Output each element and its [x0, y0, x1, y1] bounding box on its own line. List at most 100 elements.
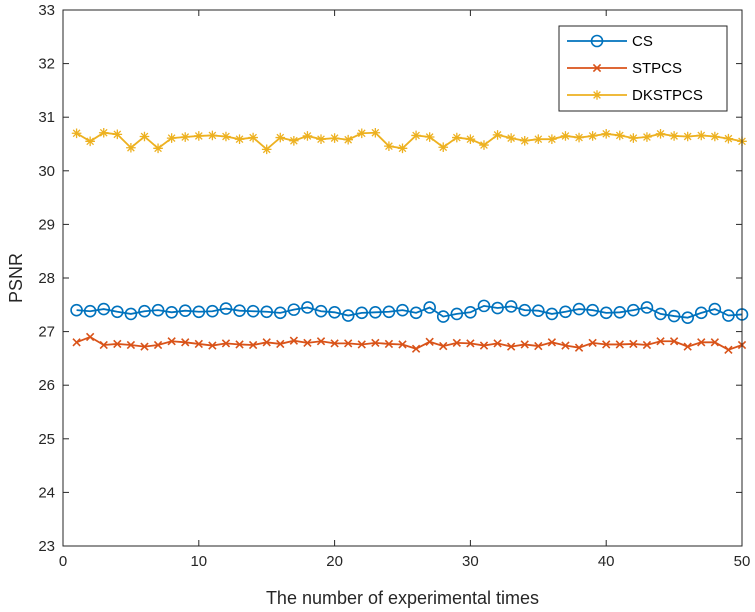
data-point-x: [547, 338, 557, 347]
data-point-x: [574, 343, 584, 352]
data-point-asterisk: [642, 132, 652, 142]
data-point-x: [411, 344, 421, 353]
data-point-x: [235, 340, 244, 349]
data-point-circle: [287, 303, 301, 316]
y-tick-label: 26: [38, 377, 55, 394]
y-axis-label: PSNR: [6, 253, 26, 303]
data-point-circle: [559, 305, 572, 319]
data-point-asterisk: [710, 131, 720, 142]
data-point-asterisk: [397, 143, 408, 154]
data-point-circle: [138, 304, 151, 318]
data-point-asterisk: [614, 130, 625, 141]
data-point-x: [371, 338, 380, 348]
data-point-circle: [450, 307, 464, 321]
data-point-circle: [328, 306, 341, 319]
data-point-x: [602, 340, 611, 349]
data-point-circle: [341, 309, 355, 322]
data-point-x: [697, 338, 706, 347]
data-point-asterisk: [601, 129, 611, 139]
data-point-circle: [301, 301, 314, 314]
data-point-x: [330, 339, 339, 348]
data-point-x: [592, 63, 602, 73]
data-point-circle: [654, 307, 667, 321]
legend-label: STPCS: [632, 60, 682, 77]
data-point-x: [167, 337, 176, 346]
legend-label: CS: [632, 33, 653, 50]
data-point-x: [398, 340, 407, 349]
data-point-x: [629, 339, 638, 349]
x-tick-label: 30: [462, 553, 479, 570]
data-point-x: [506, 342, 516, 351]
data-point-x: [493, 339, 502, 348]
data-point-asterisk: [302, 131, 313, 141]
data-point-circle: [83, 304, 97, 318]
y-tick-label: 24: [38, 484, 55, 501]
data-point-circle: [722, 309, 735, 322]
data-point-x: [642, 340, 652, 350]
data-point-circle: [396, 303, 409, 317]
data-point-asterisk: [139, 131, 150, 142]
data-point-asterisk: [289, 135, 299, 146]
data-point-asterisk: [587, 131, 598, 141]
data-point-asterisk: [452, 132, 462, 143]
data-point-x: [656, 337, 665, 346]
series-line-cs: [76, 304, 743, 319]
x-tick-label: 10: [190, 553, 207, 570]
data-point-circle: [355, 306, 369, 320]
data-point-asterisk: [384, 141, 394, 151]
data-point-x: [289, 336, 299, 345]
data-point-asterisk: [479, 140, 489, 150]
data-point-asterisk: [628, 133, 639, 143]
data-point-circle: [708, 302, 722, 316]
data-point-asterisk: [261, 144, 272, 155]
data-point-circle: [464, 306, 477, 319]
y-tick-label: 31: [38, 109, 55, 126]
y-tick-label: 23: [38, 538, 55, 555]
data-point-circle: [436, 310, 450, 323]
data-point-asterisk: [411, 130, 421, 141]
data-point-asterisk: [248, 132, 258, 143]
legend-item-cs: CS: [567, 33, 653, 50]
data-point-x: [99, 340, 108, 350]
data-point-circle: [192, 305, 206, 319]
data-point-asterisk: [370, 127, 381, 138]
data-point-circle: [667, 309, 681, 323]
data-point-circle: [504, 300, 518, 313]
data-point-circle: [178, 304, 192, 317]
x-tick-label: 0: [59, 553, 67, 570]
data-point-asterisk: [112, 129, 123, 140]
series-dkstpcs: [71, 127, 747, 155]
data-point-circle: [491, 301, 504, 315]
data-point-x: [724, 345, 733, 354]
data-point-x: [113, 339, 122, 349]
data-point-circle: [694, 306, 708, 320]
x-tick-label: 20: [326, 553, 343, 570]
data-point-asterisk: [356, 128, 367, 139]
data-point-circle: [233, 304, 246, 317]
axes-layer: 0 10 20 30 40 50 23 24 25 26 27 28 29 30 31 32 33: [38, 2, 750, 570]
data-point-x: [669, 337, 679, 346]
data-point-circle: [423, 301, 436, 314]
data-point-asterisk: [207, 130, 218, 141]
data-point-x: [384, 339, 394, 349]
y-tick-label: 27: [38, 324, 55, 341]
data-point-x: [479, 341, 489, 350]
data-point-x: [561, 341, 570, 350]
data-point-circle: [586, 303, 599, 317]
data-point-asterisk: [574, 132, 584, 143]
data-point-asterisk: [98, 127, 109, 138]
data-point-circle: [613, 306, 627, 319]
data-point-x: [710, 338, 720, 347]
y-tick-label: 25: [38, 431, 55, 448]
data-point-circle: [531, 304, 545, 317]
y-tick-label: 28: [38, 270, 55, 287]
data-point-asterisk: [166, 133, 177, 143]
data-point-x: [221, 339, 231, 348]
legend-item-dkstpcs: DKSTPCS: [567, 87, 703, 104]
data-point-asterisk: [329, 133, 340, 143]
x-tick-label: 50: [734, 553, 751, 570]
data-point-x: [466, 339, 475, 348]
legend: CS STPCS DKSTPCS: [558, 25, 728, 112]
data-point-x: [208, 341, 217, 350]
series-cs: [70, 299, 749, 324]
